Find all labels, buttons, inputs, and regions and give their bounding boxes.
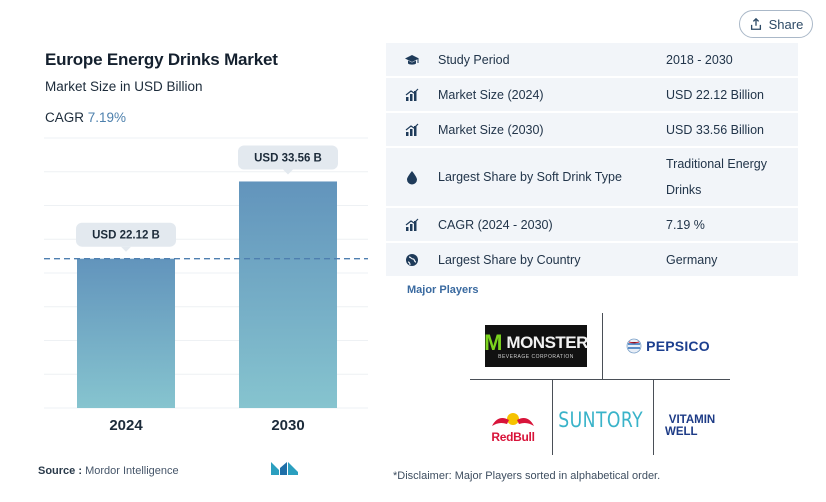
x-tick-label-2030: 2030 (271, 417, 304, 434)
table-row: Market Size (2030) USD 33.56 Billion (386, 113, 798, 148)
source-text: Source : Mordor Intelligence (38, 465, 179, 477)
vitaminwell-logo: VITAMIN WELL (665, 414, 716, 438)
table-row-value: 7.19 % (666, 217, 705, 232)
bar-chart-icon (386, 122, 438, 138)
redbull-bulls-icon (492, 413, 534, 426)
bar-chart-icon (386, 217, 438, 233)
data-label-pointer (121, 246, 131, 252)
data-label-pointer (283, 169, 293, 175)
table-row-label: Largest Share by Soft Drink Type (438, 170, 622, 184)
table-row-value: USD 22.12 Billion (666, 87, 764, 102)
summary-table: Study Period 2018 - 2030 Market Size (2024… (386, 43, 798, 278)
share-button[interactable]: Share (739, 10, 813, 38)
data-label-group-2024: USD 22.12 B (76, 222, 176, 252)
disclaimer-text: *Disclaimer: Major Players sorted in alp… (393, 470, 661, 482)
graduation-cap-icon (386, 52, 438, 68)
data-label-bubble (238, 145, 338, 170)
bar-chart: USD 22.12 B USD 33.56 B 2024 2030 (44, 137, 368, 434)
bar-2024 (77, 258, 175, 408)
chart-title: Europe Energy Drinks Market (45, 50, 278, 69)
bar-2030 (239, 181, 337, 408)
table-row: Study Period 2018 - 2030 (386, 43, 798, 78)
major-players-logos: M MONSTER BEVERAGE CORPORATION PEPSICO R… (470, 313, 730, 455)
drop-icon (386, 169, 438, 185)
x-tick-label-2024: 2024 (109, 417, 143, 434)
major-players-heading: Major Players (407, 284, 479, 296)
data-label-2024: USD 22.12 B (92, 230, 160, 242)
pepsico-globe-icon (626, 338, 642, 354)
cagr-value: 7.19% (87, 110, 127, 125)
chart-subtitle: Market Size in USD Billion (45, 79, 203, 94)
table-row-label: Market Size (2024) (438, 87, 544, 102)
table-row: Market Size (2024) USD 22.12 Billion (386, 78, 798, 113)
table-row-value: Traditional Energy Drinks (666, 157, 767, 197)
data-label-2030: USD 33.56 B (254, 152, 322, 164)
table-row-label: Study Period (438, 52, 510, 67)
source-value: Mordor Intelligence (85, 465, 179, 477)
globe-icon (386, 252, 438, 268)
table-row: CAGR (2024 - 2030) 7.19 % (386, 208, 798, 243)
mordor-logo-icon (271, 462, 298, 475)
table-row-value: 2018 - 2030 (666, 52, 733, 67)
monster-logo: M MONSTER BEVERAGE CORPORATION (484, 325, 588, 367)
table-row-label: Market Size (2030) (438, 122, 544, 137)
bar-chart-icon (386, 87, 438, 103)
table-row-label: CAGR (2024 - 2030) (438, 217, 553, 232)
monster-claw-icon: M (484, 330, 503, 355)
pepsico-logo: PEPSICO (618, 331, 718, 361)
share-label: Share (768, 16, 804, 32)
table-row-value: USD 33.56 Billion (666, 122, 764, 137)
share-icon (750, 17, 761, 30)
source-label: Source : (38, 465, 83, 477)
table-row: Largest Share by Country Germany (386, 243, 798, 278)
data-label-group-2030: USD 33.56 B (238, 145, 338, 175)
table-row-value: Germany (666, 252, 718, 267)
table-row: Largest Share by Soft Drink Type Traditio… (386, 148, 798, 208)
cagr-text: CAGR 7.19% (45, 110, 126, 125)
data-label-bubble (76, 222, 176, 247)
suntory-logo: SUNTORY (558, 408, 644, 432)
cagr-label: CAGR (45, 110, 85, 125)
redbull-logo: RedBull (482, 407, 544, 447)
table-row-label: Largest Share by Country (438, 252, 581, 267)
